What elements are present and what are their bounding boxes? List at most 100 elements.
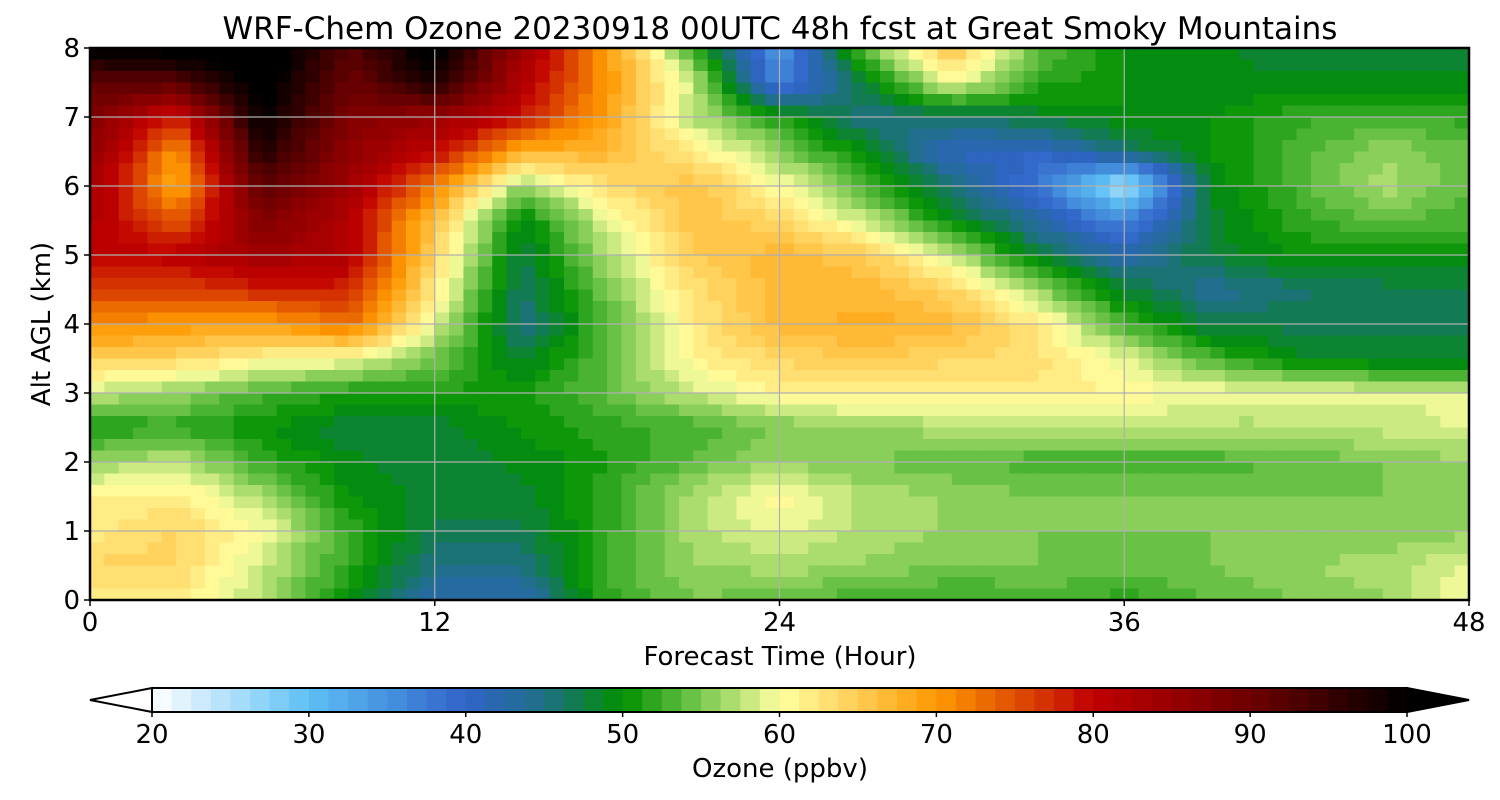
- heat-cell: [980, 186, 996, 199]
- heat-cell: [1239, 278, 1255, 291]
- heat-cell: [592, 243, 608, 256]
- heat-cell: [219, 278, 235, 291]
- heat-cell: [334, 531, 350, 544]
- heat-cell: [492, 186, 508, 199]
- heat-cell: [1454, 416, 1470, 429]
- heat-cell: [1124, 519, 1140, 532]
- heat-cell: [793, 508, 809, 521]
- heat-cell: [865, 278, 881, 291]
- heat-cell: [233, 347, 249, 360]
- heat-cell: [1009, 197, 1025, 210]
- heat-cell: [765, 117, 781, 130]
- heat-cell: [1267, 565, 1283, 578]
- heat-cell: [592, 404, 608, 417]
- heat-cell: [736, 82, 752, 95]
- heat-cell: [1325, 404, 1341, 417]
- heat-cell: [190, 301, 206, 314]
- heat-cell: [1038, 48, 1054, 61]
- heat-cell: [1109, 531, 1125, 544]
- heat-cell: [994, 220, 1010, 233]
- heat-cell: [592, 565, 608, 578]
- heat-cell: [951, 128, 967, 141]
- heat-cell: [233, 82, 249, 95]
- heat-cell: [951, 186, 967, 199]
- heat-cell: [219, 404, 235, 417]
- heat-cell: [248, 335, 263, 348]
- heat-cell: [520, 358, 536, 371]
- heat-cell: [1440, 232, 1456, 245]
- heat-cell: [980, 531, 996, 544]
- heat-cell: [736, 324, 752, 337]
- heat-cell: [1095, 243, 1111, 256]
- heat-cell: [1310, 565, 1326, 578]
- heat-cell: [1066, 301, 1082, 314]
- heat-cell: [549, 335, 565, 348]
- heat-cell: [362, 439, 378, 452]
- heat-cell: [1109, 439, 1125, 452]
- heat-cell: [420, 209, 436, 222]
- heat-cell: [1325, 381, 1341, 394]
- heat-cell: [966, 232, 982, 245]
- heat-cell: [722, 324, 737, 337]
- heat-cell: [147, 278, 163, 291]
- heat-cell: [1339, 255, 1355, 268]
- heat-cell: [836, 71, 852, 84]
- heat-cell: [1382, 266, 1398, 279]
- heat-cell: [851, 312, 867, 325]
- heat-cell: [578, 151, 594, 164]
- heat-cell: [233, 255, 249, 268]
- heat-cell: [822, 485, 838, 498]
- heat-cell: [707, 347, 723, 360]
- heat-cell: [1224, 370, 1240, 383]
- heat-cell: [334, 243, 350, 256]
- colorbar-level: [916, 688, 937, 712]
- heat-cell: [880, 554, 896, 567]
- heat-cell: [147, 496, 163, 509]
- heat-cell: [880, 370, 896, 383]
- heat-cell: [492, 174, 508, 187]
- heat-cell: [1339, 427, 1355, 440]
- heat-cell: [1038, 255, 1054, 268]
- heat-cell: [1210, 370, 1226, 383]
- heat-cell: [1253, 565, 1269, 578]
- heat-cell: [578, 163, 594, 176]
- heat-cell: [248, 508, 263, 521]
- heat-cell: [147, 404, 163, 417]
- heat-cell: [535, 496, 551, 509]
- heat-cell: [1253, 577, 1269, 590]
- heat-cell: [836, 243, 852, 256]
- heat-cell: [90, 197, 105, 210]
- heat-cell: [578, 232, 594, 245]
- heat-cell: [1138, 48, 1154, 61]
- heat-cell: [319, 186, 335, 199]
- heat-cell: [1282, 278, 1298, 291]
- heat-cell: [319, 151, 335, 164]
- heat-cell: [420, 335, 436, 348]
- heat-cell: [1095, 128, 1111, 141]
- colorbar-tick-label: 20: [135, 720, 168, 750]
- heat-cell: [736, 71, 752, 84]
- heat-cell: [722, 554, 737, 567]
- heat-cell: [578, 289, 594, 302]
- x-tick-label: 0: [82, 608, 99, 638]
- heat-cell: [678, 301, 694, 314]
- heat-cell: [1152, 565, 1168, 578]
- heat-cell: [248, 531, 263, 544]
- heat-cell: [822, 439, 838, 452]
- heat-cell: [348, 588, 364, 601]
- heat-cell: [1425, 255, 1441, 268]
- heat-cell: [1267, 82, 1283, 95]
- heat-cell: [894, 496, 910, 509]
- heat-cell: [1224, 140, 1240, 153]
- heat-cell: [635, 439, 651, 452]
- heat-cell: [851, 301, 867, 314]
- heat-cell: [1368, 393, 1384, 406]
- heat-cell: [233, 209, 249, 222]
- heat-cell: [923, 174, 939, 187]
- heat-cell: [980, 554, 996, 567]
- heat-cell: [104, 324, 120, 337]
- heat-cell: [449, 542, 465, 555]
- heat-cell: [765, 542, 781, 555]
- heat-cell: [492, 163, 508, 176]
- heat-cell: [1296, 140, 1312, 153]
